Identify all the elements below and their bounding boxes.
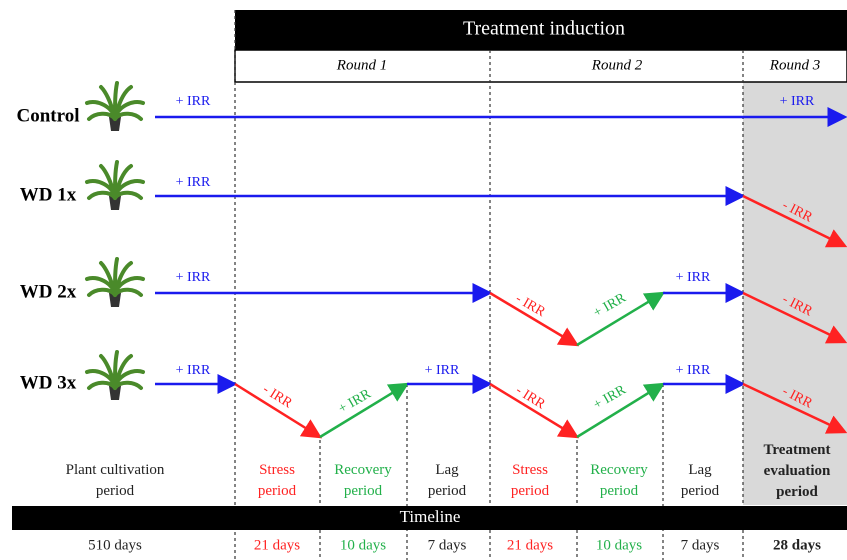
group-label: WD 3x (20, 372, 77, 393)
arrow-label: + IRR (676, 363, 711, 378)
dividers (234, 10, 744, 560)
arrow (489, 382, 580, 439)
period-duration: 28 days (773, 537, 821, 553)
period-label: Plant cultivation period (65, 462, 165, 499)
period-duration: 10 days (596, 537, 642, 553)
period-duration: 21 days (507, 537, 553, 553)
evaluation-shade (743, 82, 847, 505)
group-label: Control (17, 105, 80, 126)
period-label: Lag period (427, 462, 467, 499)
group-label: WD 2x (20, 281, 77, 302)
arrow (742, 382, 847, 434)
arrow-label: + IRR (176, 270, 211, 285)
arrow (576, 291, 666, 347)
arrow-label: + IRR (176, 363, 211, 378)
round-label: Round 1 (336, 57, 387, 73)
period-label: Recovery period (590, 462, 648, 499)
arrow (234, 382, 323, 439)
period-duration: 7 days (428, 537, 467, 553)
round-label: Round 3 (769, 57, 820, 73)
arrow (489, 291, 580, 347)
plant-icon (85, 350, 145, 402)
period-label: Treatment evaluation period (763, 442, 831, 500)
round-label: Round 2 (591, 57, 643, 73)
period-duration: 21 days (254, 537, 300, 553)
plant-icon (85, 81, 145, 133)
arrow (742, 291, 847, 344)
period-label: Stress period (510, 462, 550, 499)
arrow (319, 382, 410, 439)
period-label: Recovery period (334, 462, 392, 499)
group-label: WD 1x (20, 184, 77, 205)
arrow (742, 194, 847, 248)
arrow-label: + IRR (176, 175, 211, 190)
timeline-label: Timeline (400, 507, 461, 526)
plant-icon (85, 257, 145, 309)
period-duration: 7 days (681, 537, 720, 553)
arrow-label: + IRR (780, 94, 815, 109)
period-duration: 510 days (88, 537, 142, 553)
header-title: Treatment induction (463, 18, 625, 40)
timeline-bar (12, 506, 847, 530)
period-label: Stress period (257, 462, 297, 499)
arrow-label: + IRR (336, 386, 374, 417)
arrow-label: + IRR (676, 270, 711, 285)
plant-icon (85, 160, 145, 212)
arrow (576, 382, 666, 439)
period-duration: 10 days (340, 537, 386, 553)
period-label: Lag period (680, 462, 720, 499)
round-row (234, 49, 847, 83)
header-bar (235, 10, 847, 50)
arrow-label: + IRR (176, 94, 211, 109)
arrow-label: - IRR (260, 382, 295, 412)
arrow-label: + IRR (425, 363, 460, 378)
